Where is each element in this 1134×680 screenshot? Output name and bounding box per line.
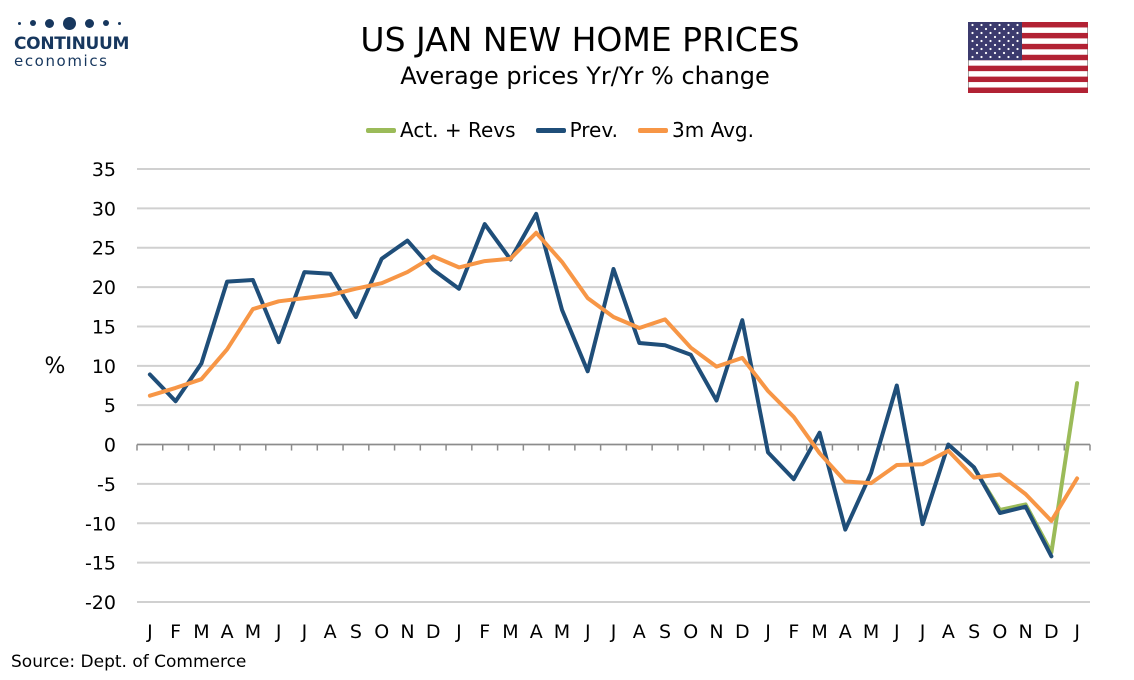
x-tick-label: N <box>1018 621 1032 643</box>
legend-label-3m-avg: 3m Avg. <box>672 118 754 142</box>
y-tick-label: 25 <box>92 238 116 260</box>
x-axis <box>136 443 1091 451</box>
chart-subtitle: Average prices Yr/Yr % change <box>400 62 770 90</box>
x-tick-label: A <box>530 621 543 643</box>
x-tick-label: M <box>811 621 827 643</box>
legend-item-act-revs: Act. + Revs <box>366 118 516 142</box>
x-tick-label: J <box>1073 621 1080 643</box>
x-tick-label: A <box>324 621 337 643</box>
x-tick-label: J <box>301 621 308 643</box>
x-tick-label: J <box>275 621 282 643</box>
legend-item-3m-avg: 3m Avg. <box>638 118 754 142</box>
legend-swatch-act-revs <box>366 127 396 133</box>
x-tick-label: F <box>788 621 799 643</box>
x-tick-label: J <box>584 621 591 643</box>
x-tick-label: D <box>1044 621 1059 643</box>
y-tick-label: -15 <box>85 553 116 575</box>
us-flag-icon <box>968 22 1088 93</box>
x-tick-label: J <box>455 621 462 643</box>
logo-subtitle: economics <box>14 52 109 70</box>
x-tick-label: M <box>863 621 879 643</box>
legend-label-prev: Prev. <box>569 118 618 142</box>
x-tick-label: O <box>992 621 1007 643</box>
x-tick-label: O <box>683 621 698 643</box>
y-axis-ticks: 35 30 25 20 15 10 5 0 -5 -10 -15 -20 <box>85 159 116 614</box>
chart-title: US JAN NEW HOME PRICES <box>360 20 800 59</box>
y-tick-label: 35 <box>92 159 116 181</box>
x-tick-label: D <box>426 621 441 643</box>
chart-grid <box>137 168 1090 603</box>
y-tick-label: -20 <box>85 592 116 614</box>
x-tick-label: J <box>610 621 617 643</box>
x-tick-label: S <box>350 621 362 643</box>
x-tick-label: D <box>735 621 750 643</box>
continuum-logo: CONTINUUM economics <box>14 14 134 76</box>
x-tick-label: N <box>400 621 414 643</box>
x-tick-label: S <box>659 621 671 643</box>
legend-label-act-revs: Act. + Revs <box>400 118 516 142</box>
x-tick-label: A <box>633 621 646 643</box>
y-tick-label: 5 <box>104 395 116 417</box>
x-tick-label: S <box>968 621 980 643</box>
x-tick-label: N <box>709 621 723 643</box>
x-tick-label: F <box>479 621 490 643</box>
legend-swatch-3m-avg <box>638 127 668 133</box>
x-tick-label: O <box>374 621 389 643</box>
logo-dots-icon <box>18 14 134 32</box>
x-tick-label: J <box>893 621 900 643</box>
y-axis-label: % <box>45 354 66 379</box>
y-tick-label: 10 <box>92 356 116 378</box>
x-tick-label: A <box>221 621 234 643</box>
x-tick-label: M <box>245 621 261 643</box>
x-tick-label: M <box>502 621 518 643</box>
x-tick-label: A <box>942 621 955 643</box>
x-tick-label: M <box>193 621 209 643</box>
legend-swatch-prev <box>535 127 566 133</box>
x-tick-label: J <box>146 621 153 643</box>
y-tick-label: 20 <box>92 277 116 299</box>
series-line-act-revs <box>972 381 1080 555</box>
x-tick-label: J <box>919 621 926 643</box>
source-note: Source: Dept. of Commerce <box>11 652 247 672</box>
legend-item-prev: Prev. <box>535 118 618 142</box>
y-tick-label: -10 <box>85 513 116 535</box>
y-tick-label: 30 <box>92 198 116 220</box>
y-tick-label: -5 <box>97 474 116 496</box>
x-tick-label: F <box>170 621 181 643</box>
series-line-3m-avg <box>147 230 1080 523</box>
x-tick-label: M <box>554 621 570 643</box>
logo-name: CONTINUUM <box>14 34 130 54</box>
y-tick-label: 15 <box>92 316 116 338</box>
series-line-prev <box>147 211 1054 559</box>
chart-series <box>147 211 1080 559</box>
chart-legend: Act. + Revs Prev. 3m Avg. <box>366 118 754 142</box>
x-tick-label: A <box>839 621 852 643</box>
x-tick-label: J <box>764 621 771 643</box>
y-tick-label: 0 <box>104 435 116 457</box>
